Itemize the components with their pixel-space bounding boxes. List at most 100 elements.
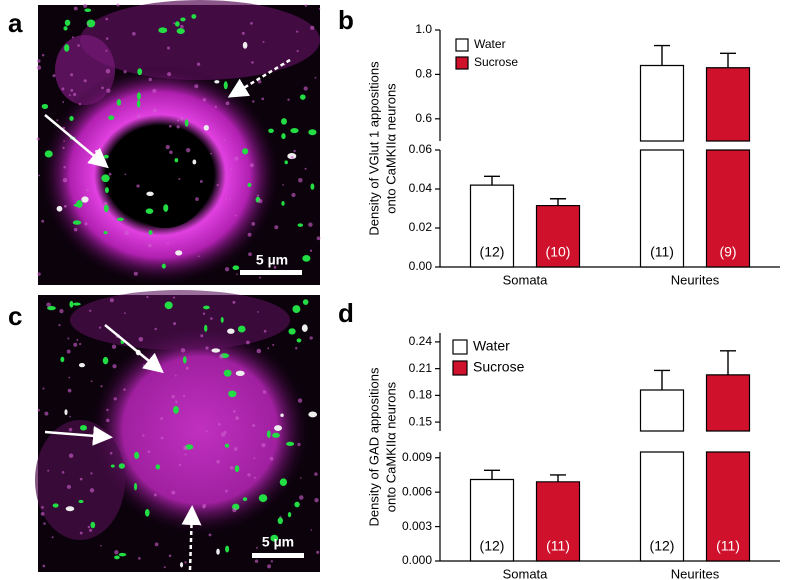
speckle	[109, 451, 113, 455]
puncta	[280, 413, 284, 417]
speckle	[256, 546, 258, 549]
puncta	[158, 27, 168, 34]
speckle	[62, 177, 68, 183]
speckle	[83, 3, 88, 8]
puncta	[235, 370, 245, 377]
puncta	[63, 26, 68, 31]
y-tick-label: 0.15	[409, 414, 433, 428]
speckle	[176, 119, 180, 122]
speckle	[100, 385, 103, 388]
speckle	[290, 155, 294, 159]
speckle	[37, 409, 40, 412]
speckle	[153, 493, 157, 497]
puncta	[204, 324, 208, 332]
puncta	[175, 250, 183, 256]
speckle	[43, 522, 46, 525]
speckle	[296, 30, 299, 33]
speckle	[223, 139, 226, 142]
speckle	[154, 542, 159, 547]
speckle	[56, 119, 59, 122]
puncta	[104, 187, 109, 193]
speckle	[89, 488, 95, 493]
speckle	[183, 446, 188, 451]
speckle	[46, 302, 51, 308]
puncta	[108, 115, 115, 121]
speckle	[184, 561, 187, 564]
error-bar	[550, 474, 566, 482]
speckle	[62, 146, 65, 150]
speckle	[298, 177, 303, 183]
puncta	[247, 182, 252, 188]
speckle	[124, 230, 130, 236]
speckle	[148, 77, 152, 82]
speckle	[51, 536, 54, 539]
speckle	[303, 86, 308, 91]
speckle	[89, 528, 93, 532]
puncta	[114, 555, 120, 560]
puncta	[308, 411, 318, 418]
speckle	[200, 334, 204, 338]
speckle	[52, 74, 56, 78]
y-tick-label: 0.02	[409, 220, 433, 234]
speckle	[261, 97, 265, 101]
speckle	[67, 388, 72, 393]
speckle	[299, 495, 304, 500]
speckle	[90, 380, 93, 383]
speckle	[232, 507, 237, 513]
speckle	[123, 388, 126, 391]
speckle	[171, 394, 175, 399]
puncta	[56, 205, 63, 212]
bar	[535, 204, 581, 268]
puncta	[191, 14, 197, 19]
puncta	[133, 482, 138, 491]
puncta	[294, 501, 300, 508]
speckle	[167, 72, 172, 77]
puncta	[110, 464, 115, 468]
speckle	[205, 430, 208, 432]
puncta	[203, 305, 210, 310]
puncta	[69, 300, 74, 308]
speckle	[274, 225, 279, 230]
speckle	[148, 235, 151, 238]
speckle	[295, 347, 298, 350]
legend-swatch	[455, 38, 469, 52]
speckle	[109, 298, 114, 303]
speckle	[42, 564, 46, 568]
y-tick-label: 0.18	[409, 388, 433, 402]
speckle	[147, 243, 152, 248]
puncta	[214, 80, 220, 84]
speckle	[172, 296, 176, 299]
puncta	[302, 255, 311, 262]
puncta	[103, 230, 108, 235]
speckle	[300, 477, 302, 479]
bar	[535, 481, 581, 562]
speckle	[196, 62, 201, 66]
speckle	[262, 390, 267, 394]
speckle	[185, 148, 191, 153]
speckle	[235, 416, 240, 421]
x-tick-label: Somata	[503, 566, 549, 580]
speckle	[220, 432, 226, 437]
speckle	[230, 167, 233, 170]
speckle	[108, 172, 112, 176]
puncta	[84, 8, 92, 12]
speckle	[309, 336, 313, 340]
speckle	[250, 21, 253, 25]
puncta	[277, 517, 283, 525]
speckle	[257, 311, 259, 313]
puncta	[281, 201, 285, 206]
speckle	[273, 265, 277, 269]
y-tick-label: 0.006	[402, 484, 432, 498]
puncta	[72, 302, 81, 306]
speckle	[67, 337, 70, 340]
n-label: (12)	[480, 244, 505, 260]
y-tick-label: 0.00	[409, 259, 433, 273]
puncta	[302, 299, 309, 305]
speckle	[36, 137, 40, 141]
legend-label: Sucrose	[474, 55, 518, 69]
speckle	[314, 472, 318, 476]
puncta	[228, 390, 237, 398]
speckle	[38, 174, 40, 177]
puncta	[270, 534, 279, 542]
speckle	[253, 476, 256, 479]
